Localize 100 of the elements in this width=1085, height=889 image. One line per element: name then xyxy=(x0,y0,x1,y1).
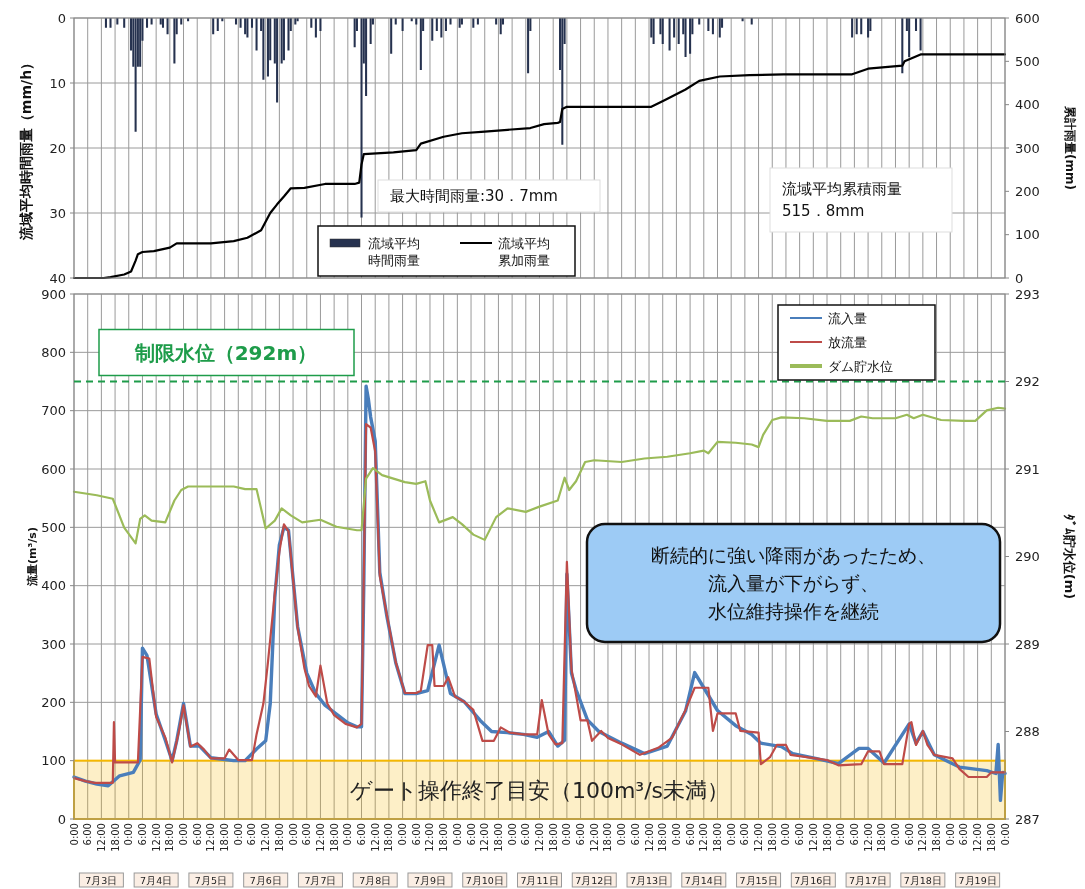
y2-tick-label: 600 xyxy=(1015,10,1040,26)
x-tick-label: 18:00 xyxy=(492,823,504,852)
x-tick-label: 18:00 xyxy=(219,823,231,852)
x-tick-label: 6:00 xyxy=(739,823,751,846)
y2-axis-title: ﾀﾞﾑ貯水位(m) xyxy=(1062,513,1078,600)
x-tick-label: 18:00 xyxy=(109,823,121,852)
text: 7月16日 xyxy=(794,874,833,886)
y-tick-label: 900 xyxy=(41,286,66,302)
x-tick-label: 12:00 xyxy=(698,823,710,852)
x-tick-label: 18:00 xyxy=(328,823,340,852)
x-tick-label: 0:00 xyxy=(342,823,354,846)
y2-tick-label: 400 xyxy=(1015,97,1040,113)
x-tick-label: 18:00 xyxy=(383,823,395,852)
x-tick-label: 0:00 xyxy=(287,823,299,846)
x-tick-label: 12:00 xyxy=(807,823,819,852)
text: 7月7日 xyxy=(304,874,337,886)
x-tick-label: 18:00 xyxy=(821,823,833,852)
x-tick-label: 12:00 xyxy=(150,823,162,852)
x-tick-label: 12:00 xyxy=(534,823,545,852)
x-tick-label: 12:00 xyxy=(753,823,765,852)
y-tick-label: 400 xyxy=(41,578,66,594)
x-tick-label: 18:00 xyxy=(273,823,285,852)
y-tick-label: 300 xyxy=(41,636,66,652)
x-tick-label: 6:00 xyxy=(629,823,641,846)
text: 7月19日 xyxy=(958,874,997,886)
y2-tick-label: 287 xyxy=(1015,811,1040,827)
x-tick-label: 12:00 xyxy=(314,823,326,852)
y2-tick-label: 291 xyxy=(1015,461,1040,477)
text: 7月8日 xyxy=(359,874,392,886)
y2-tick-label: 100 xyxy=(1015,227,1040,243)
x-tick-label: 0:00 xyxy=(68,823,80,846)
x-tick-label: 6:00 xyxy=(82,823,94,846)
x-tick-label: 0:00 xyxy=(725,823,737,846)
band-label: ゲート操作終了目安（100m³/s未満） xyxy=(349,777,730,803)
text: 7月10日 xyxy=(465,874,504,886)
x-tick-label: 18:00 xyxy=(711,823,723,852)
x-tick-label: 12:00 xyxy=(424,823,436,852)
text: 7月17日 xyxy=(849,874,888,886)
y-axis-title: 流域平均時間雨量（mm/h） xyxy=(18,55,34,242)
y2-tick-label: 0 xyxy=(1015,270,1024,286)
text: 7月18日 xyxy=(903,874,942,886)
x-tick-label: 12:00 xyxy=(95,823,107,852)
x-tick-label: 12:00 xyxy=(479,823,491,852)
x-tick-label: 18:00 xyxy=(602,823,614,852)
annotation: 断続的に強い降雨があったため、流入量が下がらず、水位維持操作を継続 xyxy=(651,544,936,622)
x-tick-label: 0:00 xyxy=(780,823,792,846)
legend-label: 流入量 xyxy=(828,310,867,326)
y-tick-label: 0 xyxy=(57,10,66,26)
x-tick-label: 6:00 xyxy=(301,823,313,846)
y-tick-label: 10 xyxy=(49,75,66,91)
x-tick-label: 0:00 xyxy=(397,823,409,846)
x-tick-label: 6:00 xyxy=(684,823,696,846)
annotation: 流域平均累積雨量 515．8mm xyxy=(782,180,902,220)
x-tick-label: 6:00 xyxy=(136,823,148,846)
y2-tick-label: 293 xyxy=(1015,286,1040,302)
y2-tick-label: 500 xyxy=(1015,53,1040,69)
x-tick-label: 6:00 xyxy=(848,823,860,846)
x-tick-label: 6:00 xyxy=(520,823,532,846)
x-tick-label: 18:00 xyxy=(766,823,778,852)
y-tick-label: 500 xyxy=(41,519,66,535)
x-tick-label: 12:00 xyxy=(588,823,600,852)
x-tick-label: 0:00 xyxy=(506,823,518,846)
y-tick-label: 200 xyxy=(41,694,66,710)
y-axis-title: 流量(m³/s) xyxy=(25,527,39,587)
x-tick-label: 12:00 xyxy=(369,823,381,852)
text: 7月12日 xyxy=(575,874,614,886)
y2-tick-label: 288 xyxy=(1015,724,1040,739)
x-tick-label: 12:00 xyxy=(260,823,272,852)
y2-tick-label: 200 xyxy=(1015,183,1040,199)
y-tick-label: 100 xyxy=(41,753,66,769)
x-tick-label: 6:00 xyxy=(958,823,970,846)
text: 7月6日 xyxy=(249,874,282,886)
x-tick-label: 6:00 xyxy=(410,823,422,846)
x-tick-label: 0:00 xyxy=(232,823,244,846)
x-tick-label: 0:00 xyxy=(123,823,135,846)
x-tick-label: 18:00 xyxy=(164,823,176,852)
y-tick-label: 30 xyxy=(49,205,66,221)
y-tick-label: 20 xyxy=(49,140,66,156)
y-tick-label: 700 xyxy=(41,403,66,419)
x-tick-label: 0:00 xyxy=(616,823,628,846)
x-tick-label: 6:00 xyxy=(575,823,587,846)
y2-tick-label: 289 xyxy=(1015,636,1040,652)
x-tick-label: 18:00 xyxy=(985,823,997,852)
x-tick-label: 12:00 xyxy=(205,823,217,852)
x-tick-label: 0:00 xyxy=(944,823,956,846)
x-tick-label: 12:00 xyxy=(917,823,929,852)
x-tick-label: 0:00 xyxy=(178,823,190,846)
annotation: 最大時間雨量:30．7mm xyxy=(390,187,558,205)
y2-tick-label: 292 xyxy=(1015,374,1040,389)
x-tick-label: 18:00 xyxy=(657,823,669,852)
legend-label: 放流量 xyxy=(828,334,867,350)
text: 7月3日 xyxy=(85,874,118,886)
x-tick-label: 0:00 xyxy=(999,823,1011,846)
x-tick-label: 0:00 xyxy=(835,823,847,846)
x-tick-label: 0:00 xyxy=(670,823,682,846)
text: 7月14日 xyxy=(684,874,723,886)
y-tick-label: 800 xyxy=(41,344,66,360)
legend-label: 流域平均累加雨量 xyxy=(498,235,550,268)
y2-tick-label: 290 xyxy=(1015,549,1040,564)
x-tick-label: 6:00 xyxy=(903,823,915,846)
